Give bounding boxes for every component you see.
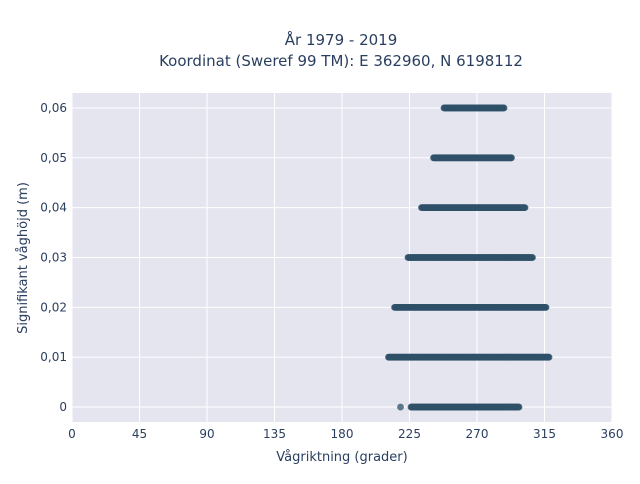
x-tick-label: 225 <box>398 427 421 441</box>
y-tick-label: 0,06 <box>40 101 67 115</box>
chart-title: År 1979 - 2019 <box>285 30 398 49</box>
data-point <box>515 403 523 411</box>
data-point <box>508 154 515 162</box>
y-tick-label: 0,05 <box>40 151 67 165</box>
data-points <box>385 104 553 411</box>
x-tick-label: 90 <box>199 427 214 441</box>
y-axis-title: Signifikant våghöjd (m) <box>16 182 31 334</box>
chart-subtitle: Koordinat (Sweref 99 TM): E 362960, N 61… <box>159 52 523 70</box>
data-point <box>529 254 536 261</box>
x-tick-label: 270 <box>466 427 489 441</box>
data-point <box>521 204 529 212</box>
x-axis-title: Vågriktning (grader) <box>276 450 407 465</box>
x-axis-ticks: 0 45 90 135 180 225 270 315 360 <box>68 427 623 441</box>
data-point <box>397 403 404 411</box>
y-tick-label: 0,02 <box>40 300 67 314</box>
x-tick-label: 135 <box>263 427 286 441</box>
x-tick-label: 360 <box>601 427 624 441</box>
y-tick-label: 0,03 <box>40 251 67 265</box>
x-tick-label: 0 <box>68 427 76 441</box>
x-tick-label: 45 <box>132 427 147 441</box>
x-tick-label: 315 <box>533 427 556 441</box>
y-tick-label: 0,01 <box>40 350 67 364</box>
y-tick-label: 0,04 <box>40 201 67 215</box>
x-tick-label: 180 <box>331 427 354 441</box>
data-point <box>500 104 508 112</box>
data-point <box>542 303 550 311</box>
y-axis-ticks: 0 0,01 0,02 0,03 0,04 0,05 0,06 <box>40 101 67 414</box>
data-point <box>545 353 553 361</box>
y-tick-label: 0 <box>59 400 67 414</box>
